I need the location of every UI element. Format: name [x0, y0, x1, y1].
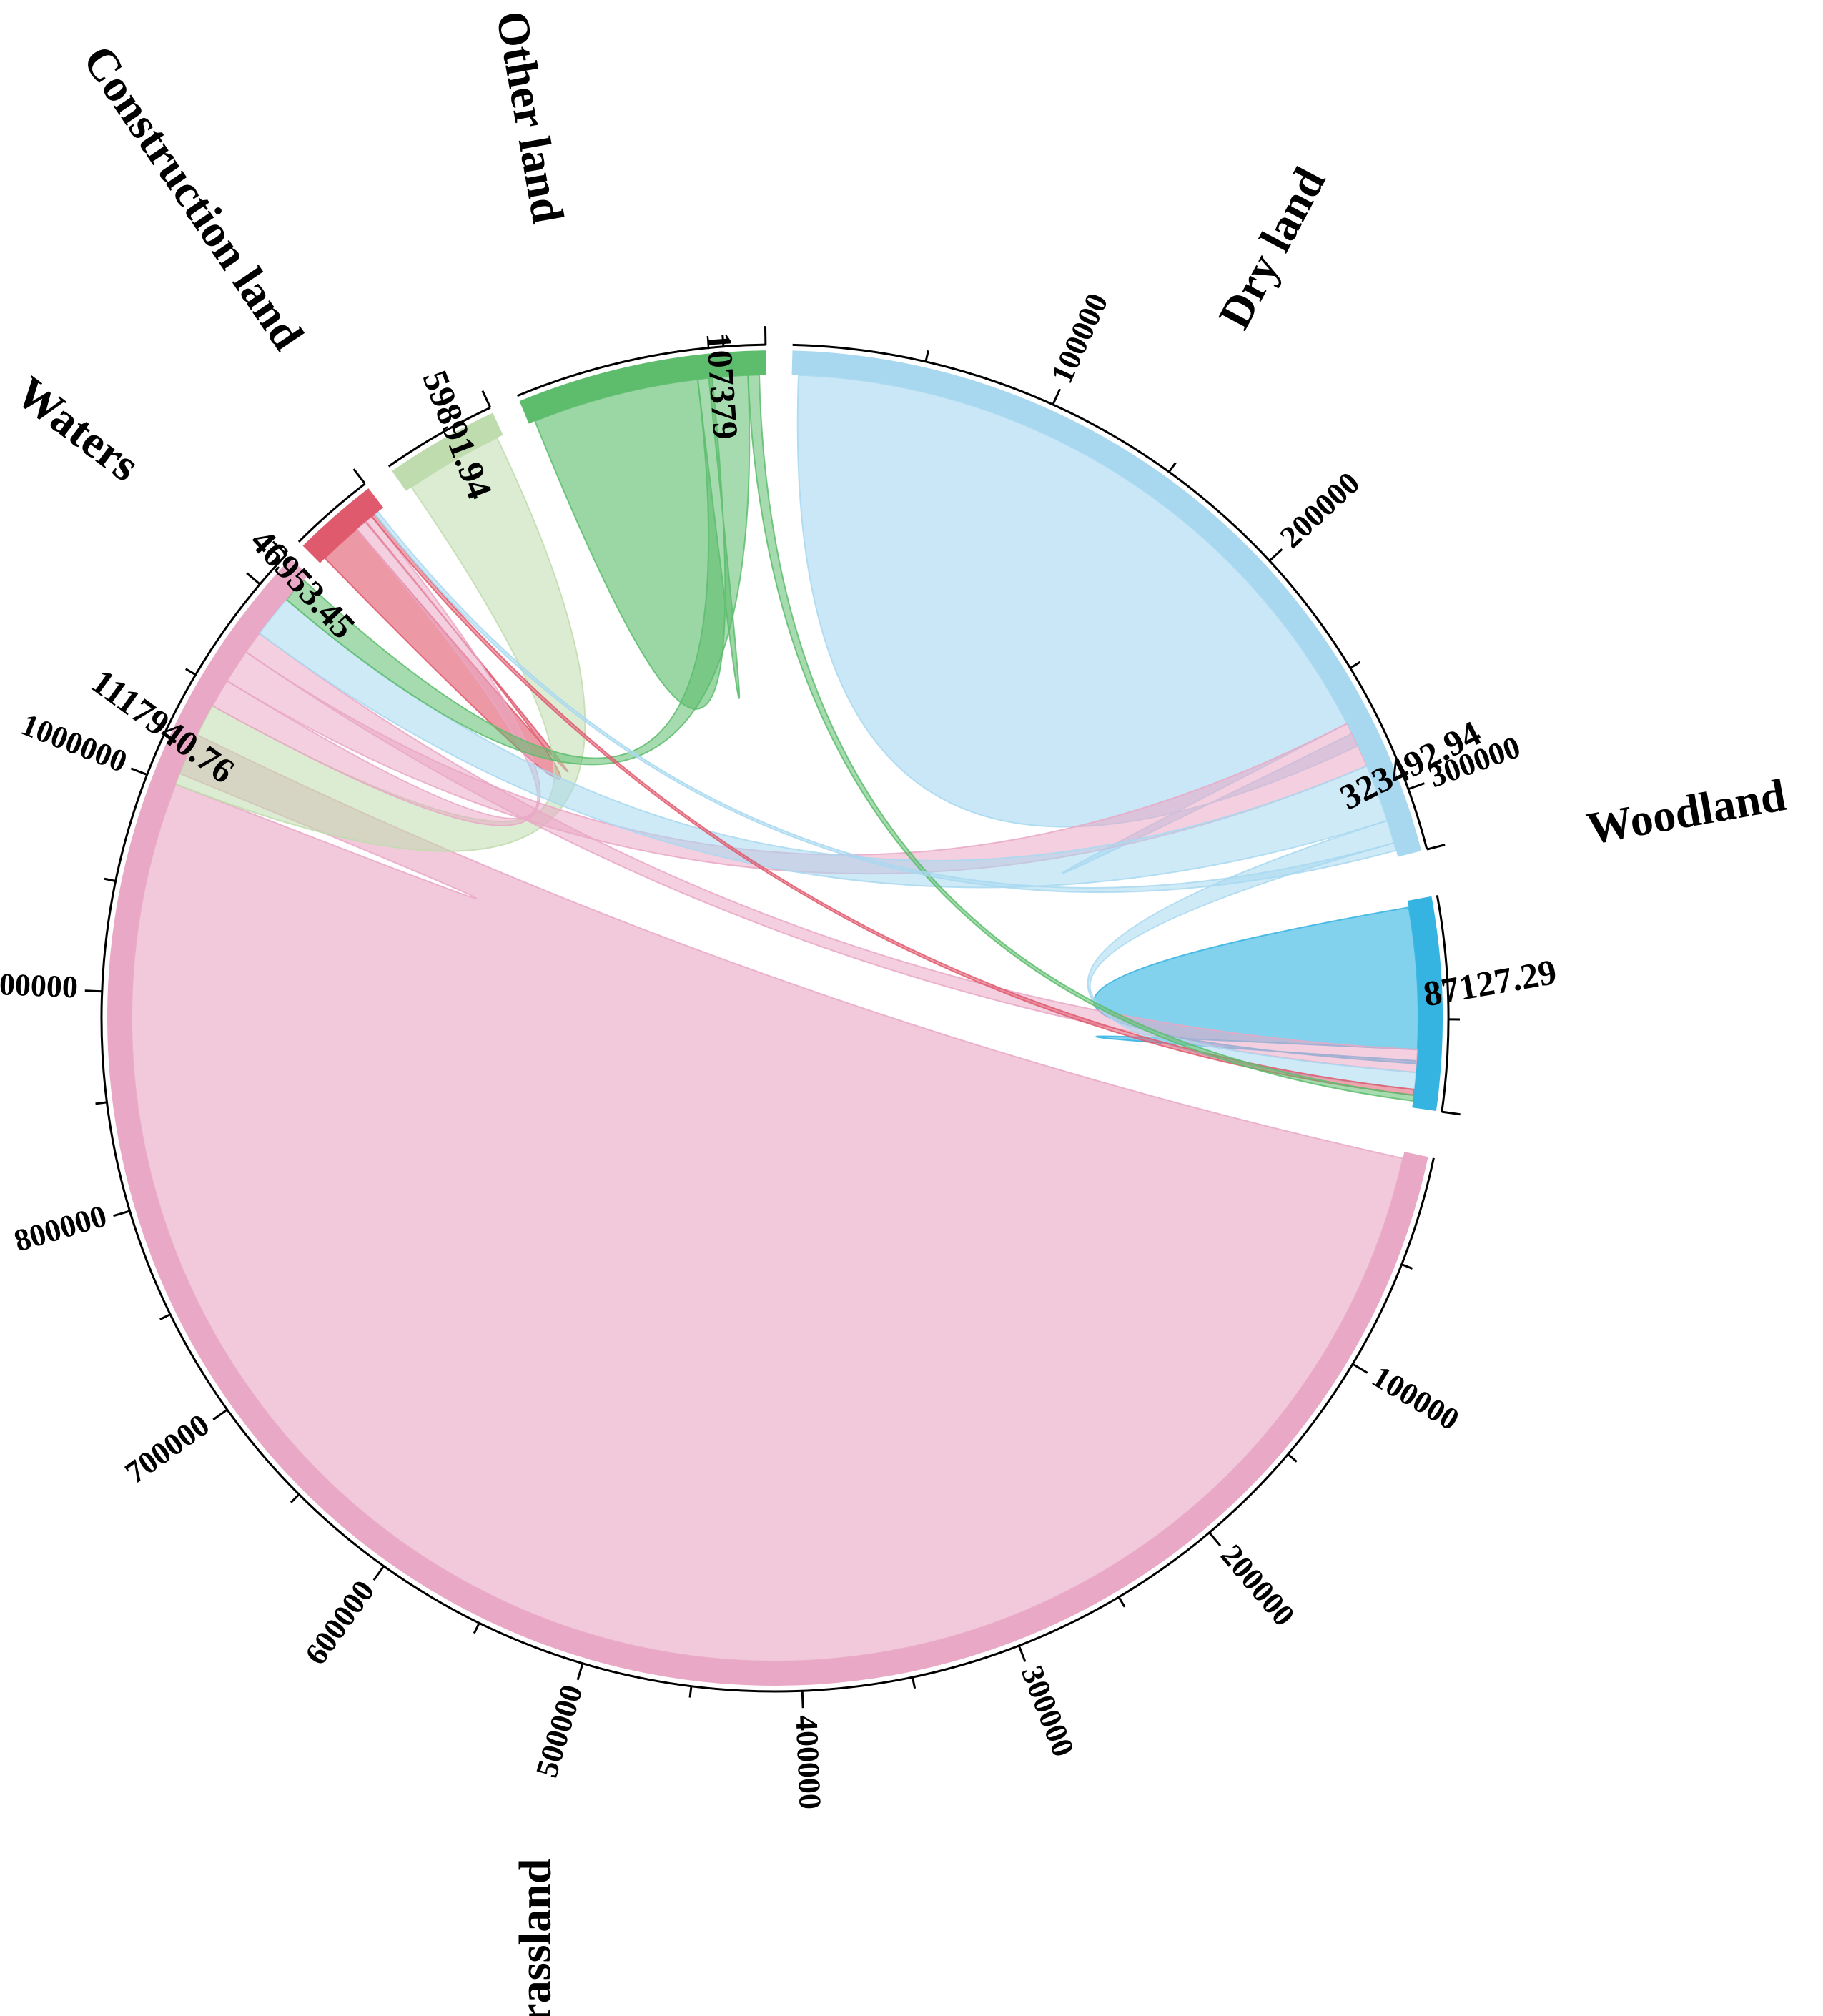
tick-grassland-700000	[212, 1408, 228, 1421]
tick-label-dry-land-200000: 200000	[1273, 465, 1366, 555]
tick-grassland-550000	[473, 1622, 480, 1634]
sector-label-construction-land: Construction land	[74, 36, 314, 359]
tick-label-grassland-900000: 900000	[0, 966, 79, 1004]
tick-grassland-250000	[1117, 1596, 1126, 1608]
tick-label-dry-land-100000: 100000	[1044, 288, 1115, 388]
sector-arc-construction-land	[392, 412, 503, 491]
tick-grassland-900000	[84, 989, 102, 993]
sector-arc-woodland	[1407, 896, 1443, 1111]
sector-label-grassland: Grassland	[510, 1859, 560, 2016]
tick-grassland-300000	[1017, 1645, 1027, 1662]
tick-grassland-1000000	[130, 767, 148, 776]
tick-grassland-1050000	[185, 668, 197, 676]
sector-arc-dry-land	[791, 350, 1422, 857]
ribbon-waters-to-woodland	[370, 513, 1416, 1097]
sector-label-woodland: Woodland	[1583, 769, 1789, 854]
tick-grassland-400000	[801, 1691, 804, 1709]
tick-grassland-650000	[290, 1493, 300, 1503]
axis-line-waters	[297, 483, 366, 543]
tick-label-grassland-200000: 200000	[1214, 1538, 1302, 1632]
axis-line-woodland	[1436, 895, 1450, 1112]
tick-layer	[84, 326, 1461, 1709]
axis-line-dry-land	[792, 343, 1428, 850]
tick-grassland-500000	[576, 1663, 584, 1681]
tick-label-grassland-600000: 600000	[298, 1574, 382, 1671]
tick-grassland-850000	[95, 1101, 107, 1105]
ribbons-layer	[131, 374, 1419, 1662]
sector-arc-other-land	[519, 350, 766, 424]
sector-arc-waters	[302, 488, 384, 563]
tick-dry-land-100000	[1052, 388, 1062, 405]
tick-grassland-600000	[372, 1565, 385, 1581]
tick-dry-land-250000	[1350, 661, 1361, 669]
tick-end-woodland	[1441, 1110, 1461, 1116]
tick-label-grassland-400000: 400000	[789, 1714, 828, 1810]
ribbon-dry-land-to-waters	[373, 510, 1398, 893]
tick-grassland-50000	[1401, 1263, 1413, 1270]
axis-line-construction-land	[387, 406, 491, 468]
total-label-woodland: 87127.29	[1421, 952, 1559, 1014]
tick-label-grassland-500000: 500000	[529, 1681, 590, 1781]
tick-grassland-950000	[104, 877, 116, 882]
tick-end-grassland	[272, 540, 287, 555]
tick-label-grassland-700000: 700000	[119, 1407, 216, 1491]
tick-grassland-350000	[911, 1676, 917, 1689]
tick-grassland-150000	[1287, 1453, 1298, 1463]
sector-label-waters: Waters	[7, 366, 149, 490]
tick-grassland-100000	[1352, 1363, 1368, 1374]
tick-grassland-200000	[1208, 1531, 1222, 1547]
tick-grassland-800000	[113, 1210, 130, 1217]
tick-grassland-450000	[688, 1686, 693, 1698]
sector-arcs-layer	[100, 343, 1450, 1693]
tick-grassland-750000	[159, 1313, 171, 1320]
sector-label-other-land: Other land	[487, 7, 574, 227]
tick-end-dry-land	[1426, 844, 1446, 851]
tick-label-grassland-300000: 300000	[1014, 1661, 1081, 1761]
tick-grassland-1100000	[246, 572, 261, 585]
tick-dry-land-200000	[1268, 548, 1283, 562]
tick-label-grassland-100000: 100000	[1366, 1359, 1465, 1438]
tick-end-construction-land	[481, 390, 492, 408]
axis-line-other-land	[516, 343, 766, 397]
total-label-extra-0: 107379	[698, 331, 746, 441]
axis-line-grassland	[100, 553, 1435, 1693]
tick-dry-land-300000	[1408, 782, 1425, 791]
tick-dry-land-150000	[1167, 462, 1177, 473]
tick-label-grassland-1000000: 1000000	[16, 707, 132, 779]
tick-label-grassland-800000: 800000	[10, 1198, 111, 1259]
tick-dry-land-50000	[924, 350, 929, 362]
tick-end-waters	[352, 468, 366, 485]
sector-label-dry-land: Dry land	[1208, 159, 1335, 337]
